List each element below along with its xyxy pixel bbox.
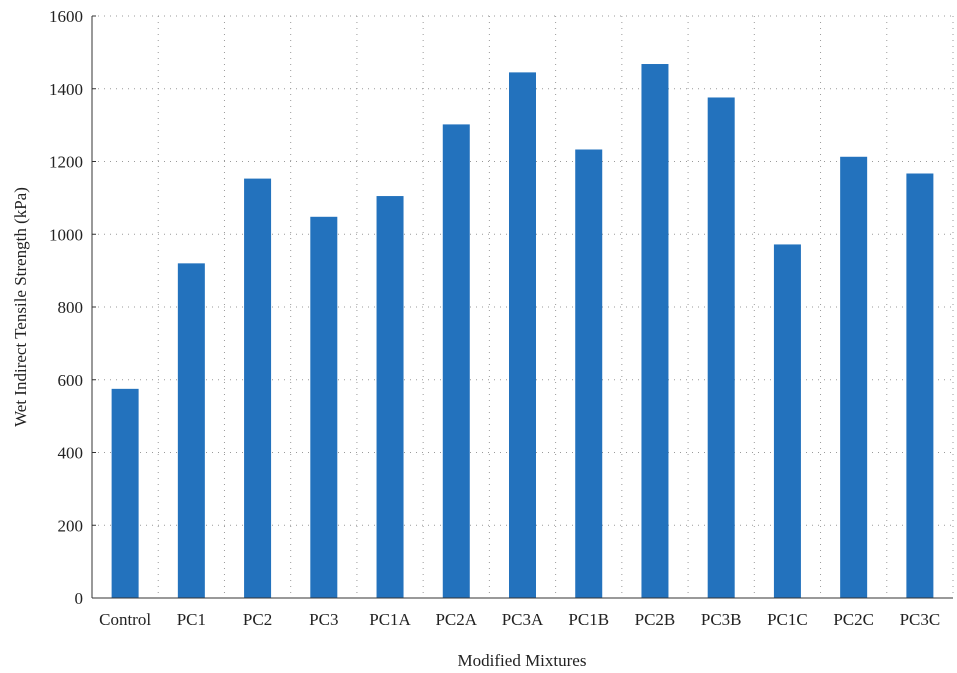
y-tick-label: 1000 bbox=[49, 225, 83, 244]
y-tick-label: 0 bbox=[75, 589, 84, 608]
bar-pc3c bbox=[906, 173, 934, 598]
bars bbox=[111, 64, 934, 599]
bar-pc2a bbox=[442, 124, 470, 599]
x-tick-label: PC3C bbox=[900, 610, 941, 629]
y-tick-label: 1400 bbox=[49, 80, 83, 99]
x-tick-label: PC2A bbox=[435, 610, 477, 629]
bar-pc1b bbox=[575, 149, 603, 598]
x-tick-label: PC3A bbox=[502, 610, 544, 629]
x-tick-label: PC3B bbox=[701, 610, 742, 629]
y-tick-label: 200 bbox=[58, 516, 84, 535]
bar-pc3 bbox=[310, 216, 338, 599]
y-tick-label: 1600 bbox=[49, 7, 83, 26]
y-axis-title: Wet Indirect Tensile Strength (kPa) bbox=[11, 187, 30, 427]
y-tick-label: 1200 bbox=[49, 153, 83, 172]
bar-pc1 bbox=[177, 263, 205, 598]
x-tick-label: PC2B bbox=[635, 610, 676, 629]
x-axis-title: Modified Mixtures bbox=[458, 651, 587, 670]
x-tick-label: PC1 bbox=[177, 610, 206, 629]
x-tick-label: PC1C bbox=[767, 610, 808, 629]
x-tick-label: PC1B bbox=[568, 610, 609, 629]
bar-pc3a bbox=[509, 72, 536, 599]
grid bbox=[92, 15, 954, 598]
x-tick-label: PC1A bbox=[369, 610, 411, 629]
x-tick-label: PC3 bbox=[309, 610, 338, 629]
x-tick-label: Control bbox=[99, 610, 151, 629]
bar-pc1c bbox=[773, 244, 801, 598]
y-ticks: 0 200 400 600 800 1000 1200 1400 1600 bbox=[49, 7, 96, 608]
x-tick-label: PC2 bbox=[243, 610, 272, 629]
bar-pc1a bbox=[376, 196, 404, 598]
y-tick-label: 600 bbox=[58, 371, 84, 390]
y-tick-label: 800 bbox=[58, 298, 84, 317]
bar-control bbox=[111, 388, 139, 598]
bar-pc3b bbox=[707, 97, 735, 598]
bar-pc2c bbox=[840, 156, 868, 599]
bar-pc2 bbox=[244, 178, 272, 598]
bar-pc2b bbox=[641, 64, 669, 598]
x-tick-label: PC2C bbox=[833, 610, 874, 629]
y-tick-label: 400 bbox=[58, 444, 84, 463]
x-ticks: Control PC1 PC2 PC3 PC1A PC2A PC3A PC1B PC2B PC3B… bbox=[99, 610, 940, 629]
